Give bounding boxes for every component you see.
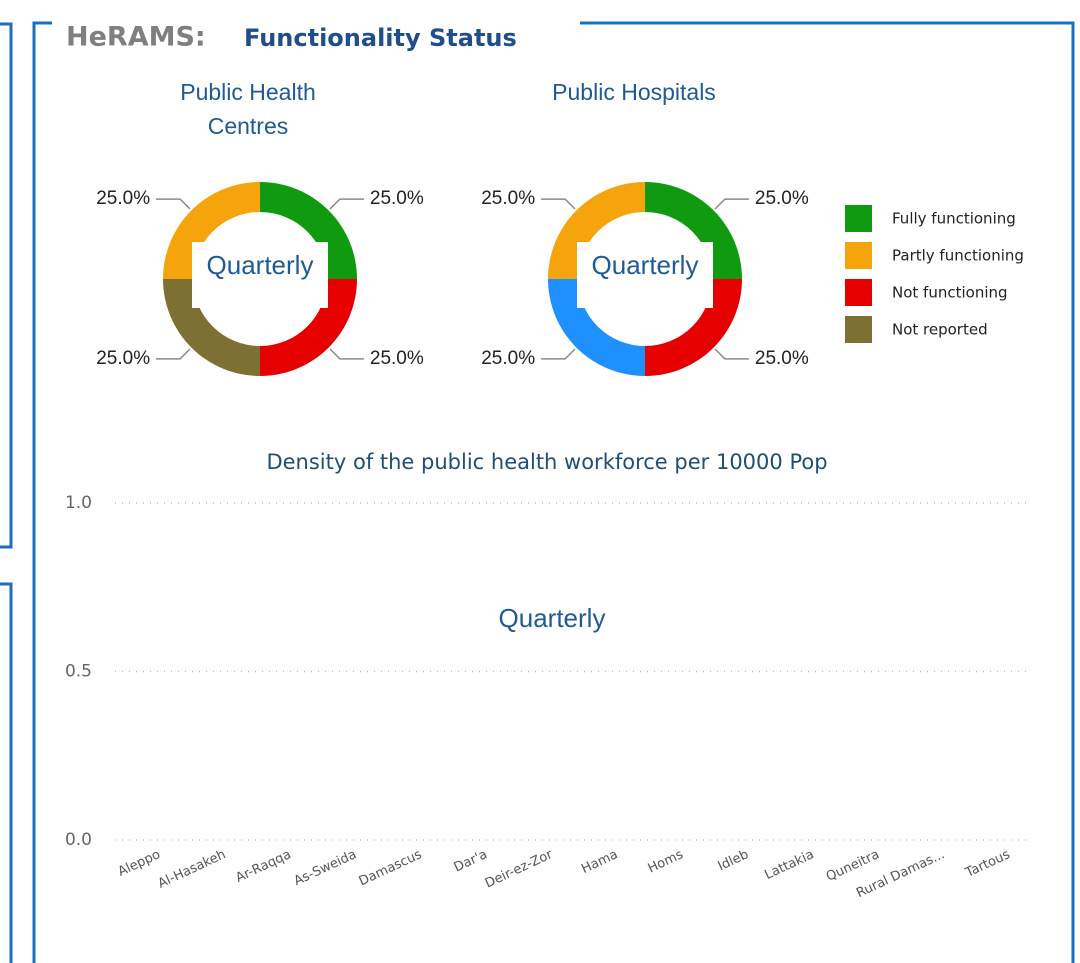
value-label: 25.0% (481, 188, 535, 209)
pie-segment (260, 279, 357, 376)
pie-segment (645, 182, 742, 279)
y-tick-label: 0.5 (65, 662, 92, 682)
x-tick-label: Damascus (357, 847, 425, 889)
legend-swatch (845, 316, 872, 343)
x-tick-label: Aleppo (116, 847, 163, 880)
pie-title: Public Health Centres (180, 79, 316, 139)
x-tick-label: As-Sweida (292, 847, 359, 889)
x-tick-label: Lattakia (763, 847, 817, 883)
left-panel (0, 22, 13, 549)
x-tick-label: Hama (579, 847, 620, 877)
y-tick-label: 0.0 (65, 830, 92, 850)
y-tick-label: 1.0 (65, 493, 92, 513)
value-label: 25.0% (370, 188, 424, 209)
pie-title: Public Hospitals (552, 79, 716, 105)
pie-segment (548, 182, 645, 279)
center-box (192, 242, 328, 308)
x-tick-label: Dar'a (452, 847, 490, 875)
left-panel (0, 582, 13, 963)
value-label: 25.0% (370, 348, 424, 369)
x-tick-label: Deir-ez-Zor (483, 847, 556, 892)
leader-line (156, 198, 191, 210)
x-tick-label: Al-Hasakeh (156, 847, 228, 891)
chart-title: Density of the public health workforce p… (266, 450, 827, 474)
value-label: 25.0% (96, 348, 150, 369)
frame (32, 21, 1075, 963)
pie-segment (645, 279, 742, 376)
leader-line (714, 348, 749, 360)
center-box (577, 242, 713, 308)
header-title: Functionality Status (244, 24, 517, 52)
pie-segment (163, 182, 260, 279)
leader-line (714, 198, 749, 210)
leader-line (329, 198, 364, 210)
value-label: 25.0% (755, 348, 809, 369)
value-label: 25.0% (96, 188, 150, 209)
x-tick-label: Homs (646, 847, 686, 876)
legend-swatch (845, 205, 872, 232)
legend-swatch (845, 242, 872, 269)
legend-label: Not reported (892, 321, 988, 339)
center-label: Quarterly (592, 250, 699, 280)
x-tick-label: Tartous (962, 847, 1012, 881)
legend-label: Not functioning (892, 284, 1008, 302)
pie-segment (163, 279, 260, 376)
center-label: Quarterly (499, 603, 606, 633)
x-tick-label: Ar-Raqqa (233, 847, 293, 886)
center-label: Quarterly (207, 250, 314, 280)
x-tick-label: Idleb (716, 847, 751, 874)
legend-label: Partly functioning (892, 247, 1024, 265)
value-label: 25.0% (481, 348, 535, 369)
value-label: 25.0% (755, 188, 809, 209)
leader-line (156, 348, 191, 360)
leader-line (329, 348, 364, 360)
pie-segment (260, 182, 357, 279)
legend-swatch (845, 279, 872, 306)
pie-segment (548, 279, 645, 376)
leader-line (541, 348, 576, 360)
brand: HeRAMS: (66, 22, 206, 53)
leader-line (541, 198, 576, 210)
legend-label: Fully functioning (892, 210, 1016, 228)
